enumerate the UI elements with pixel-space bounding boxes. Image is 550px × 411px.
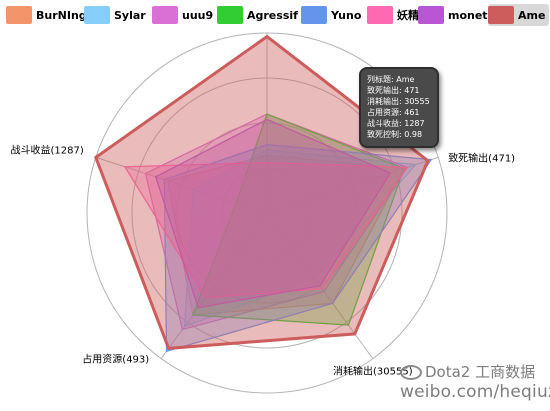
axis-label-4: 占用资源(493) [82, 353, 149, 366]
tooltip-line-lethal-output: 致死输出: 471 [367, 86, 420, 95]
tooltip-line-resources: 占用资源: 461 [367, 108, 420, 117]
series-monet-area[interactable] [154, 118, 392, 309]
tooltip-line-title: 列标题: Ame [367, 75, 415, 84]
legend-swatch-yaojing [367, 6, 393, 24]
legend-label-yaojing: 妖精 [397, 9, 419, 22]
legend-swatch-burning [6, 6, 32, 24]
legend-item-yaojing[interactable]: 妖精 [367, 4, 419, 26]
weibo-watermark: Dota2 工商数据 weibo.com/heqiuzhi [400, 362, 550, 410]
axis-label-3: 消耗输出(30555) [333, 365, 413, 378]
legend-swatch-agressif [217, 6, 243, 24]
legend-label-burning: BurNIng [36, 8, 87, 22]
series-sylar-area[interactable] [183, 149, 418, 328]
legend-swatch-ame [488, 6, 514, 24]
legend-label-sylar: Sylar [114, 8, 146, 22]
legend-label-monet: monet [448, 8, 488, 22]
radar-series-layer [93, 34, 433, 353]
legend-swatch-sylar [84, 6, 110, 24]
legend-item-uuu9[interactable]: uuu9 [152, 4, 213, 26]
axis-label-5: 战斗收益(1287) [11, 143, 84, 156]
legend-item-agressif[interactable]: Agressif [217, 4, 298, 26]
series-yuno-area[interactable] [163, 143, 433, 353]
tooltip-line-lethal-control: 致死控制: 0.98 [367, 130, 423, 139]
tooltip-line-attrition-output: 消耗输出: 30555 [367, 97, 430, 106]
axis-label-2: 致死输出(471) [448, 151, 515, 164]
tooltip-line-combat-gain: 战斗收益: 1287 [367, 119, 425, 128]
legend-swatch-uuu9 [152, 6, 178, 24]
series-uuu9-area[interactable] [144, 113, 409, 331]
legend-item-monet[interactable]: monet [418, 4, 488, 26]
grid-spoke [266, 156, 439, 214]
grid-spoke [160, 212, 268, 359]
legend-label-ame: Ame [518, 8, 546, 22]
legend-label-yuno: Yuno [331, 8, 362, 22]
legend-item-yuno[interactable]: Yuno [301, 4, 361, 26]
legend-item-sylar[interactable]: Sylar [84, 4, 146, 26]
legend-swatch-monet [418, 6, 444, 24]
watermark-title: Dota2 工商数据 [425, 363, 536, 381]
legend-item-ame[interactable]: Ame [488, 4, 550, 26]
watermark-url: weibo.com/heqiuzhi [400, 382, 550, 402]
legend-label-agressif: Agressif [247, 8, 298, 22]
series-妖精-area[interactable] [123, 161, 409, 299]
series-agressif-area[interactable] [192, 113, 405, 326]
legend-item-burning[interactable]: BurNIng [6, 4, 87, 26]
chart-tooltip: 列标题: Ame 致死输出: 471 消耗输出: 30555 占用资源: 461… [359, 67, 439, 148]
weibo-logo-icon [400, 364, 422, 380]
chart-legend: BurNIng Sylar uuu9 Agressif Yuno 妖精 mone… [0, 0, 550, 30]
legend-swatch-yuno [301, 6, 327, 24]
legend-label-uuu9: uuu9 [182, 8, 214, 22]
